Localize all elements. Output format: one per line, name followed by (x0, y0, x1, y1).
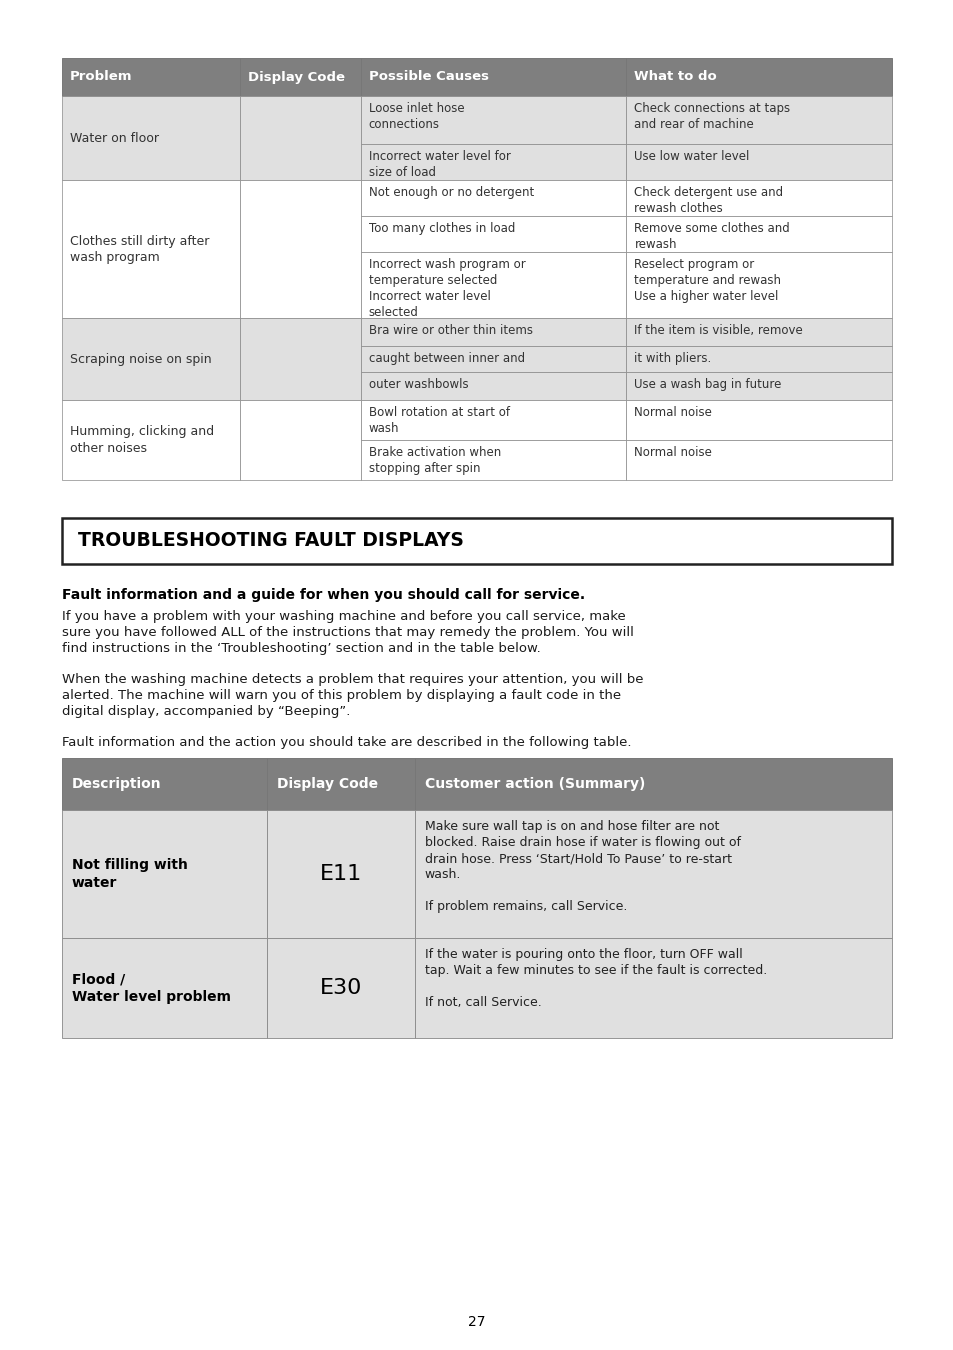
Bar (415, 810, 891, 938)
Text: Make sure wall tap is on and hose filter are not: Make sure wall tap is on and hose filter… (424, 819, 719, 833)
Bar (360, 252, 626, 319)
Text: 27: 27 (468, 1315, 485, 1328)
Bar (415, 757, 891, 810)
Text: Water on floor: Water on floor (70, 131, 159, 144)
Bar (240, 96, 360, 180)
Text: Incorrect wash program or
temperature selected
Incorrect water level
selected: Incorrect wash program or temperature se… (369, 258, 525, 319)
Text: Use a wash bag in future: Use a wash bag in future (634, 378, 781, 392)
Bar (62, 518, 891, 564)
Bar (360, 400, 626, 440)
Text: drain hose. Press ‘Start/Hold To Pause’ to re-start: drain hose. Press ‘Start/Hold To Pause’ … (424, 852, 731, 865)
Bar (626, 144, 891, 180)
Bar (360, 319, 626, 346)
Text: TROUBLESHOOTING FAULT DISPLAYS: TROUBLESHOOTING FAULT DISPLAYS (78, 532, 463, 551)
Text: If the water is pouring onto the floor, turn OFF wall: If the water is pouring onto the floor, … (424, 948, 741, 961)
Text: Display Code: Display Code (248, 70, 345, 84)
Text: Check detergent use and
rewash clothes: Check detergent use and rewash clothes (634, 186, 782, 215)
Bar (62, 400, 240, 481)
Bar (360, 440, 626, 481)
Bar (62, 757, 267, 810)
Bar (626, 319, 891, 346)
Bar (267, 938, 415, 1038)
Text: If not, call Service.: If not, call Service. (424, 996, 541, 1008)
Bar (626, 373, 891, 400)
Text: Loose inlet hose
connections: Loose inlet hose connections (369, 103, 464, 131)
Text: Flood /
Water level problem: Flood / Water level problem (71, 972, 231, 1003)
Text: Too many clothes in load: Too many clothes in load (369, 221, 515, 235)
Bar (240, 180, 360, 319)
Text: Normal noise: Normal noise (634, 406, 712, 418)
Text: What to do: What to do (634, 70, 717, 84)
Text: Customer action (Summary): Customer action (Summary) (424, 778, 644, 791)
Text: If you have a problem with your washing machine and before you call service, mak: If you have a problem with your washing … (62, 610, 633, 655)
Bar (62, 180, 240, 319)
Bar (360, 346, 626, 373)
Bar (62, 58, 240, 96)
Text: Bra wire or other thin items: Bra wire or other thin items (369, 324, 532, 338)
Bar (360, 144, 626, 180)
Text: Possible Causes: Possible Causes (369, 70, 488, 84)
Text: E30: E30 (319, 977, 362, 998)
Text: wash.: wash. (424, 868, 460, 882)
Bar (626, 400, 891, 440)
Bar (360, 373, 626, 400)
Bar (360, 58, 626, 96)
Text: If problem remains, call Service.: If problem remains, call Service. (424, 900, 626, 913)
Bar (240, 319, 360, 400)
Bar (240, 58, 360, 96)
Text: caught between inner and: caught between inner and (369, 352, 524, 365)
Bar (626, 346, 891, 373)
Text: blocked. Raise drain hose if water is flowing out of: blocked. Raise drain hose if water is fl… (424, 836, 740, 849)
Bar (62, 96, 240, 180)
Text: Normal noise: Normal noise (634, 446, 712, 459)
Bar (267, 810, 415, 938)
Text: Clothes still dirty after
wash program: Clothes still dirty after wash program (70, 235, 209, 263)
Text: Brake activation when
stopping after spin: Brake activation when stopping after spi… (369, 446, 500, 475)
Bar (626, 96, 891, 144)
Text: outer washbowls: outer washbowls (369, 378, 468, 392)
Bar (626, 180, 891, 216)
Bar (62, 810, 267, 938)
Text: Use low water level: Use low water level (634, 150, 749, 163)
Bar (62, 938, 267, 1038)
Text: Remove some clothes and
rewash: Remove some clothes and rewash (634, 221, 789, 251)
Text: it with pliers.: it with pliers. (634, 352, 711, 365)
Bar (267, 757, 415, 810)
Text: Humming, clicking and
other noises: Humming, clicking and other noises (70, 425, 213, 455)
Text: Scraping noise on spin: Scraping noise on spin (70, 352, 212, 366)
Text: Reselect program or
temperature and rewash
Use a higher water level: Reselect program or temperature and rewa… (634, 258, 781, 302)
Text: If the item is visible, remove: If the item is visible, remove (634, 324, 802, 338)
Bar (240, 400, 360, 481)
Bar (62, 319, 240, 400)
Text: Fault information and a guide for when you should call for service.: Fault information and a guide for when y… (62, 589, 584, 602)
Bar (626, 58, 891, 96)
Text: Problem: Problem (70, 70, 132, 84)
Text: When the washing machine detects a problem that requires your attention, you wil: When the washing machine detects a probl… (62, 674, 643, 718)
Text: Not filling with
water: Not filling with water (71, 859, 188, 890)
Text: Display Code: Display Code (276, 778, 377, 791)
Text: Incorrect water level for
size of load: Incorrect water level for size of load (369, 150, 510, 180)
Text: Not enough or no detergent: Not enough or no detergent (369, 186, 534, 198)
Text: Fault information and the action you should take are described in the following : Fault information and the action you sho… (62, 736, 631, 749)
Bar (626, 216, 891, 252)
Text: Bowl rotation at start of
wash: Bowl rotation at start of wash (369, 406, 509, 435)
Text: E11: E11 (319, 864, 361, 884)
Bar (626, 252, 891, 319)
Bar (360, 216, 626, 252)
Bar (415, 938, 891, 1038)
Bar (360, 180, 626, 216)
Bar (626, 440, 891, 481)
Text: Description: Description (71, 778, 161, 791)
Bar (360, 96, 626, 144)
Text: tap. Wait a few minutes to see if the fault is corrected.: tap. Wait a few minutes to see if the fa… (424, 964, 766, 977)
Text: Check connections at taps
and rear of machine: Check connections at taps and rear of ma… (634, 103, 790, 131)
